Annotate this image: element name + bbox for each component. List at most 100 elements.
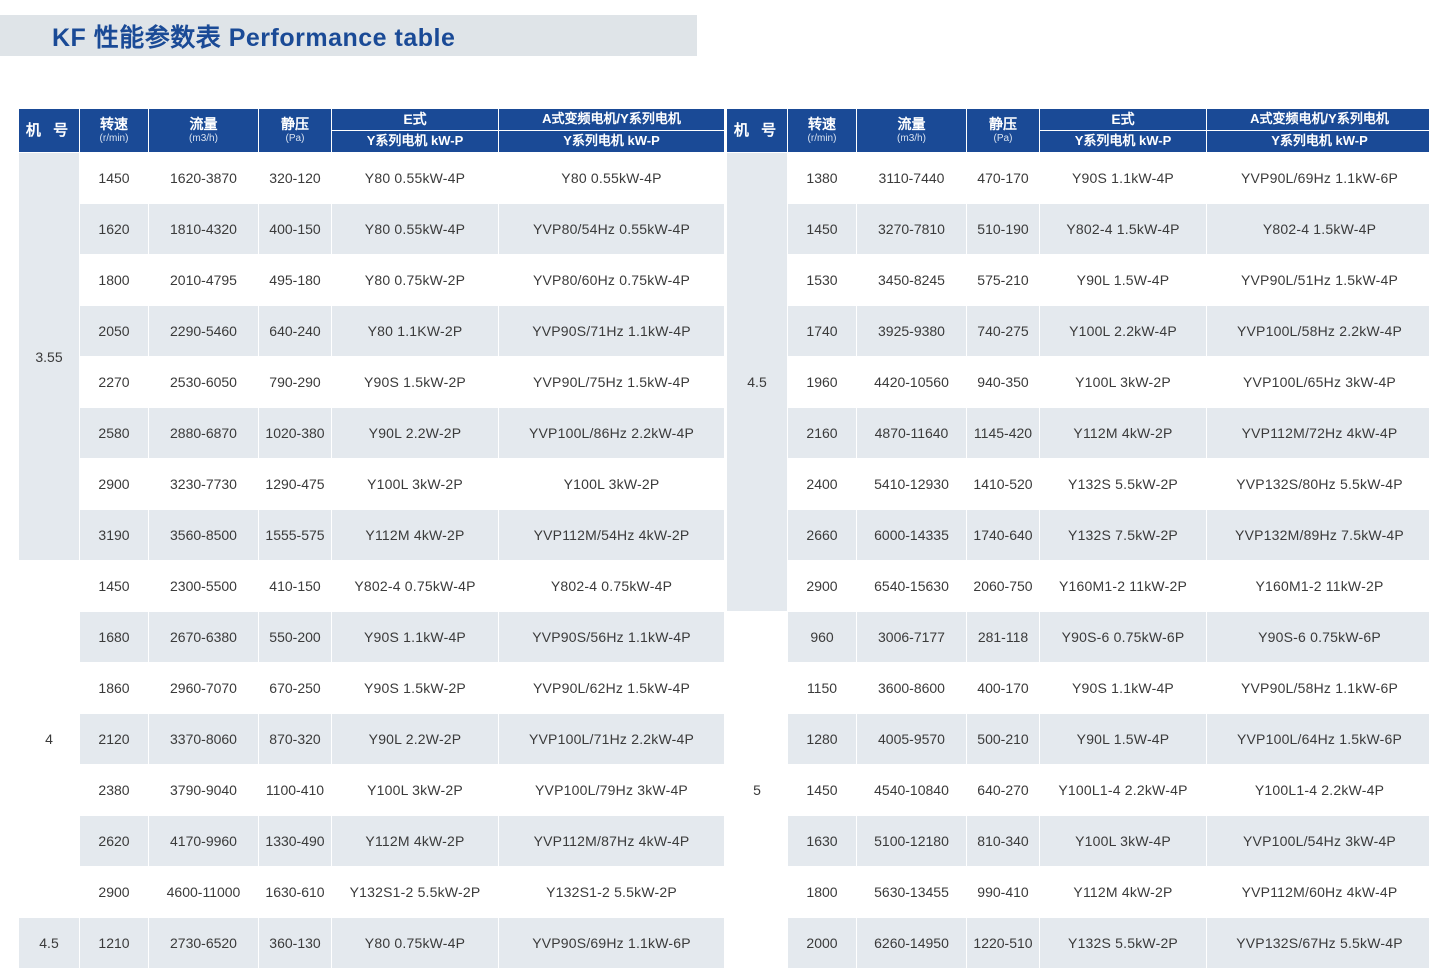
flow-cell: 3370-8060 xyxy=(148,713,259,765)
e-type-motor-cell: Y80 0.55kW-4P xyxy=(331,152,499,204)
speed-cell: 1450 xyxy=(787,203,857,255)
header-machine-no: 机 号 xyxy=(18,108,80,153)
pressure-cell: 360-130 xyxy=(258,917,332,969)
speed-cell: 1150 xyxy=(787,662,857,714)
machine-no-cell: 4.5 xyxy=(726,152,788,612)
a-type-motor-cell: YVP100L/58Hz 2.2kW-4P xyxy=(1206,305,1429,357)
a-type-motor-cell: YVP90L/62Hz 1.5kW-4P xyxy=(498,662,725,714)
table-body-left: 3.55 1450 1620-3870 320-120 Y80 0.55kW-4P Y80… xyxy=(18,152,725,969)
header-flow-label: 流量 xyxy=(189,116,218,133)
speed-cell: 2120 xyxy=(79,713,149,765)
header-speed-label: 转速 xyxy=(808,116,836,133)
speed-cell: 2050 xyxy=(79,305,149,357)
header-pressure-unit: (Pa) xyxy=(993,133,1013,145)
pressure-cell: 410-150 xyxy=(258,560,332,612)
a-type-motor-cell: YVP100L/79Hz 3kW-4P xyxy=(498,764,725,816)
e-type-motor-cell: Y90S 1.1kW-4P xyxy=(1039,152,1207,204)
machine-no-cell: 4 xyxy=(18,560,80,918)
table-row: 4.5 1210 2730-6520 360-130 Y80 0.75kW-4P YVP9… xyxy=(18,917,725,969)
flow-cell: 2300-5500 xyxy=(148,560,259,612)
header-pressure: 静压 (Pa) xyxy=(966,108,1040,153)
speed-cell: 1280 xyxy=(787,713,857,765)
flow-cell: 4170-9960 xyxy=(148,815,259,867)
speed-cell: 1450 xyxy=(787,764,857,816)
header-machine-no: 机 号 xyxy=(726,108,788,153)
pressure-cell: 400-170 xyxy=(966,662,1040,714)
header-speed: 转速 (r/min) xyxy=(787,108,857,153)
flow-cell: 3790-9040 xyxy=(148,764,259,816)
header-e-type: E式 xyxy=(331,108,499,131)
header-a-type: A式变频电机/Y系列电机 xyxy=(1206,108,1429,131)
speed-cell: 1530 xyxy=(787,254,857,306)
e-type-motor-cell: Y100L 2.2kW-4P xyxy=(1039,305,1207,357)
machine-no-cell: 4.5 xyxy=(18,917,80,969)
pressure-cell: 500-210 xyxy=(966,713,1040,765)
header-pressure-unit: (Pa) xyxy=(285,133,305,145)
flow-cell: 2880-6870 xyxy=(148,407,259,459)
flow-cell: 3560-8500 xyxy=(148,509,259,561)
e-type-motor-cell: Y100L 3kW-2P xyxy=(331,458,499,510)
a-type-motor-cell: Y802-4 0.75kW-4P xyxy=(498,560,725,612)
e-type-motor-cell: Y90S-6 0.75kW-6P xyxy=(1039,611,1207,663)
speed-cell: 2380 xyxy=(79,764,149,816)
flow-cell: 3110-7440 xyxy=(856,152,967,204)
speed-cell: 2900 xyxy=(79,866,149,918)
flow-cell: 5100-12180 xyxy=(856,815,967,867)
header-a-subtitle: Y系列电机 kW-P xyxy=(1206,130,1429,153)
e-type-motor-cell: Y100L 3kW-2P xyxy=(1039,356,1207,408)
pressure-cell: 2060-750 xyxy=(966,560,1040,612)
machine-no-cell: 3.55 xyxy=(18,152,80,561)
table-row: 1740 3925-9380 740-275 Y100L 2.2kW-4P YVP100… xyxy=(727,305,1429,357)
pressure-cell: 1145-420 xyxy=(966,407,1040,459)
header-speed-unit: (r/min) xyxy=(807,133,837,145)
flow-cell: 5410-12930 xyxy=(856,458,967,510)
a-type-motor-cell: YVP100L/71Hz 2.2kW-4P xyxy=(498,713,725,765)
machine-no-cell: 5 xyxy=(726,611,788,969)
flow-cell: 2670-6380 xyxy=(148,611,259,663)
table-row: 5 960 3006-7177 281-118 Y90S-6 0.75kW-6P Y90S… xyxy=(726,611,1429,969)
e-type-motor-cell: Y90S 1.1kW-4P xyxy=(331,611,499,663)
header-row-primary: 机 号 转速 (r/min) 流量 (m3/h) 静压 (Pa) E式 A式变频… xyxy=(726,108,1429,153)
a-type-motor-cell: YVP90S/69Hz 1.1kW-6P xyxy=(498,917,725,969)
page-title: KF 性能参数表 Performance table xyxy=(52,23,456,52)
flow-cell: 6540-15630 xyxy=(856,560,967,612)
e-type-motor-cell: Y132S 5.5kW-2P xyxy=(1039,458,1207,510)
pressure-cell: 990-410 xyxy=(966,866,1040,918)
a-type-motor-cell: Y132S1-2 5.5kW-2P xyxy=(498,866,725,918)
table-header-left: 机 号 转速 (r/min) 流量 (m3/h) 静压 (Pa) E式 A式变频… xyxy=(18,108,725,153)
speed-cell: 1450 xyxy=(79,560,149,612)
pressure-cell: 670-250 xyxy=(258,662,332,714)
e-type-motor-cell: Y90S 1.5kW-2P xyxy=(331,662,499,714)
e-type-motor-cell: Y112M 4kW-2P xyxy=(331,815,499,867)
pressure-cell: 575-210 xyxy=(966,254,1040,306)
pressure-cell: 1290-475 xyxy=(258,458,332,510)
pressure-cell: 810-340 xyxy=(966,815,1040,867)
table-row: 2900 3230-7730 1290-475 Y100L 3kW-2P Y100L 3… xyxy=(19,458,725,510)
a-type-motor-cell: YVP90L/58Hz 1.1kW-6P xyxy=(1206,662,1429,714)
table-row: 2000 6260-14950 1220-510 Y132S 5.5kW-2P YVP1… xyxy=(727,917,1429,969)
e-type-motor-cell: Y112M 4kW-2P xyxy=(331,509,499,561)
pressure-cell: 1330-490 xyxy=(258,815,332,867)
flow-cell: 5630-13455 xyxy=(856,866,967,918)
flow-cell: 6000-14335 xyxy=(856,509,967,561)
flow-cell: 3230-7730 xyxy=(148,458,259,510)
header-pressure-label: 静压 xyxy=(281,116,309,133)
flow-cell: 1620-3870 xyxy=(148,152,259,204)
speed-cell: 2900 xyxy=(787,560,857,612)
a-type-motor-cell: YVP100L/54Hz 3kW-4P xyxy=(1206,815,1429,867)
pressure-cell: 495-180 xyxy=(258,254,332,306)
speed-cell: 2270 xyxy=(79,356,149,408)
a-type-motor-cell: YVP90L/51Hz 1.5kW-4P xyxy=(1206,254,1429,306)
a-type-motor-cell: Y160M1-2 11kW-2P xyxy=(1206,560,1429,612)
flow-cell: 3600-8600 xyxy=(856,662,967,714)
a-type-motor-cell: Y802-4 1.5kW-4P xyxy=(1206,203,1429,255)
table-row: 1630 5100-12180 810-340 Y100L 3kW-4P YVP100L… xyxy=(727,815,1429,867)
flow-cell: 4600-11000 xyxy=(148,866,259,918)
e-type-motor-cell: Y80 0.75kW-4P xyxy=(331,917,499,969)
pressure-cell: 870-320 xyxy=(258,713,332,765)
table-row: 2050 2290-5460 640-240 Y80 1.1KW-2P YVP90S/7… xyxy=(19,305,725,357)
flow-cell: 4005-9570 xyxy=(856,713,967,765)
flow-cell: 2010-4795 xyxy=(148,254,259,306)
table-row: 1800 2010-4795 495-180 Y80 0.75kW-2P YVP80/6… xyxy=(19,254,725,306)
header-speed-label: 转速 xyxy=(100,116,128,133)
